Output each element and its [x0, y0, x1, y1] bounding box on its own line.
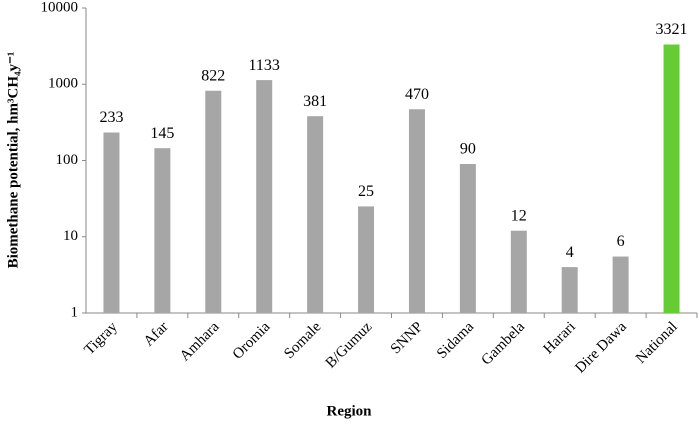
x-tick-label: SNNP — [388, 319, 426, 357]
data-label: 90 — [460, 141, 476, 158]
data-label: 822 — [201, 67, 225, 84]
bar — [256, 80, 273, 314]
bar — [358, 206, 375, 313]
x-tick-label: Oromia — [230, 319, 274, 363]
data-label: 6 — [617, 233, 625, 250]
bar — [205, 90, 222, 313]
bar — [510, 230, 527, 313]
data-label: 3321 — [656, 21, 688, 38]
data-label: 381 — [303, 93, 327, 110]
bar — [612, 256, 629, 313]
bar — [408, 109, 425, 314]
data-label: 145 — [150, 125, 174, 142]
data-label: 12 — [511, 207, 527, 224]
bar — [154, 148, 171, 313]
bar — [561, 267, 578, 313]
y-tick-label: 1 — [71, 304, 79, 320]
x-tick-label: Sidama — [434, 319, 477, 362]
y-tick-label: 1000 — [48, 76, 78, 92]
x-tick-label: Dire Dawa — [572, 319, 630, 377]
y-tick-label: 10 — [63, 228, 78, 244]
bar — [663, 44, 680, 314]
x-tick-label: Harari — [541, 319, 579, 357]
data-label: 25 — [358, 183, 374, 200]
y-tick-label: 10000 — [41, 0, 79, 15]
x-tick-label: National — [633, 319, 681, 367]
x-tick-label: Tigray — [81, 319, 121, 359]
bar — [459, 163, 476, 313]
data-label: 470 — [405, 86, 429, 103]
bar — [307, 116, 324, 313]
x-axis-label: Region — [327, 403, 373, 419]
data-label: 233 — [99, 109, 123, 126]
x-tick-label: Afar — [141, 319, 172, 350]
x-tick-label: B/Gumuz — [323, 319, 376, 372]
x-tick-label: Gambela — [478, 319, 528, 369]
x-tick-label: Amhara — [177, 319, 223, 365]
data-label: 4 — [566, 244, 574, 261]
data-label: 1133 — [249, 57, 280, 74]
y-tick-label: 100 — [56, 152, 79, 168]
bar — [103, 132, 120, 313]
x-tick-label: Somale — [281, 319, 324, 362]
y-axis-label: Biomethane potential, hm³CH₄y⁻¹ — [5, 52, 21, 269]
